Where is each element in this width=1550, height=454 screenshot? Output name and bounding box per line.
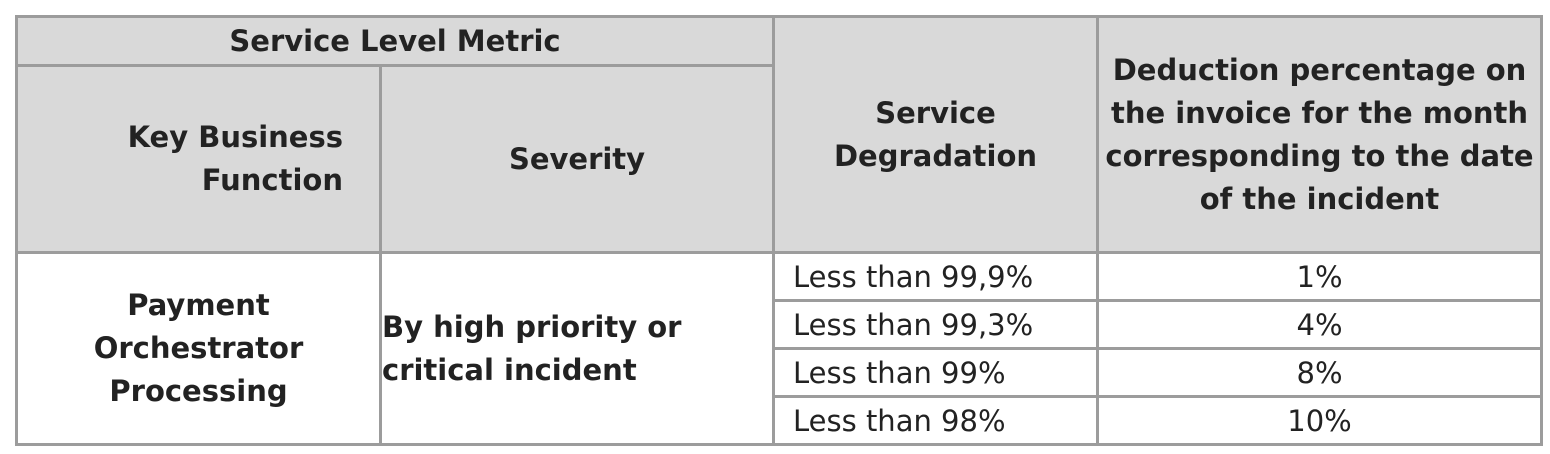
header-row-2: Key Business Function Severity (15, 64, 1542, 254)
cell-deduction: 1% (1096, 251, 1544, 302)
header-severity: Severity (378, 64, 776, 254)
sla-deduction-table: Service Level Metric Service Degradation… (14, 15, 1544, 446)
cell-degradation: Less than 99,9% (772, 251, 1100, 302)
header-key-business-function: Key Business Function (15, 64, 382, 254)
cell-deduction: 8% (1096, 347, 1544, 398)
header-deduction-percentage: Deduction percentage on the invoice for … (1096, 15, 1544, 254)
cell-deduction: 10% (1096, 395, 1544, 446)
table-row: Less than 99,3% 4% (17, 299, 1544, 350)
cell-degradation: Less than 98% (772, 395, 1100, 446)
table-row: Less than 99% 8% (17, 347, 1544, 398)
header-row-1: Service Level Metric Service Degradation… (14, 15, 1544, 254)
table-row: Less than 98% 10% (17, 395, 1544, 446)
cell-business-function: Payment Orchestrator Processing (15, 251, 382, 446)
cell-degradation: Less than 99,3% (772, 299, 1100, 350)
header-service-level-metric: Service Level Metric (14, 15, 776, 67)
cell-severity: By high priority or critical incident (378, 251, 776, 446)
table-row: Payment Orchestrator Processing By high … (15, 251, 1544, 446)
cell-deduction: 4% (1096, 299, 1544, 350)
severity-text: By high priority or critical incident (382, 309, 682, 387)
header-service-degradation: Service Degradation (772, 15, 1100, 254)
cell-degradation: Less than 99% (772, 347, 1100, 398)
